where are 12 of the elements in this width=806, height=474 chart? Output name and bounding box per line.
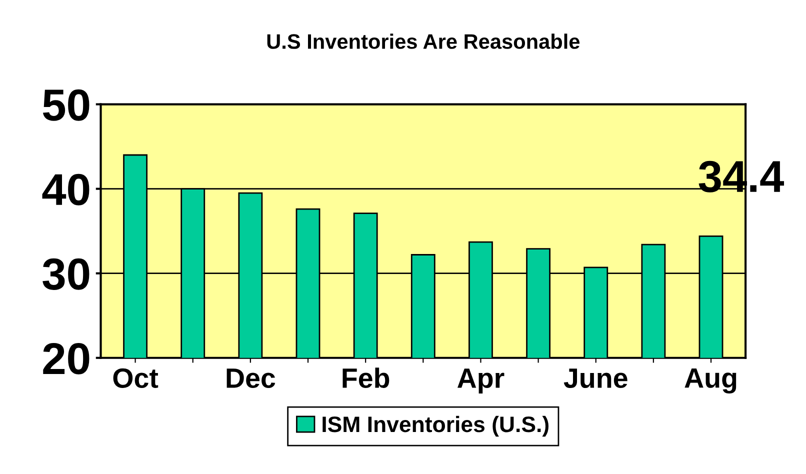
y-tick-label: 50 bbox=[42, 89, 90, 121]
x-tick-label: Dec bbox=[226, 368, 276, 388]
x-tick-label: Oct bbox=[113, 368, 158, 388]
y-tick-label: 30 bbox=[42, 258, 90, 290]
x-tick-label: Feb bbox=[342, 368, 390, 388]
y-tick-label: 40 bbox=[42, 174, 90, 206]
x-tick-label: Aug bbox=[684, 368, 736, 394]
legend-label: ISM Inventories (U.S.) bbox=[322, 416, 548, 437]
y-tick-label: 20 bbox=[43, 342, 90, 374]
chart-title: U.S Inventories Are Reasonable bbox=[267, 34, 580, 49]
x-tick-label: Apr bbox=[457, 368, 504, 394]
x-tick-label: June bbox=[564, 368, 628, 388]
